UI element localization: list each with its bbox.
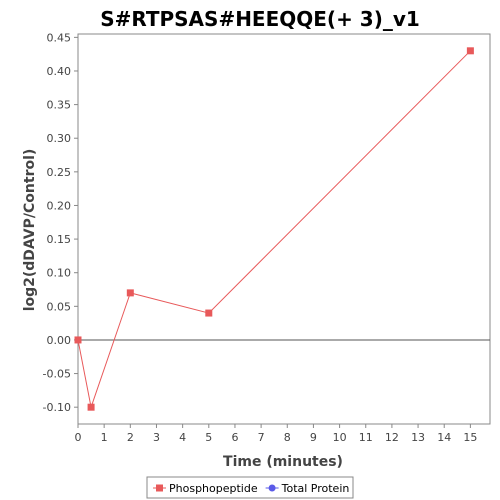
x-tick-label: 4 [179, 431, 186, 444]
data-point[interactable] [466, 47, 474, 55]
y-tick-label: 0.30 [47, 132, 72, 145]
legend-label: Total Protein [281, 482, 350, 495]
x-tick-label: 5 [205, 431, 212, 444]
y-tick-label: -0.10 [43, 401, 71, 414]
x-tick-label: 6 [231, 431, 238, 444]
y-tick-label: 0.10 [47, 267, 72, 280]
y-tick-label: 0.40 [47, 65, 72, 78]
chart-title: S#RTPSAS#HEEQQE(+ 3)_v1 [100, 7, 420, 31]
x-tick-label: 14 [437, 431, 451, 444]
x-tick-label: 7 [258, 431, 265, 444]
y-tick-label: 0.35 [47, 99, 72, 112]
legend-label: Phosphopeptide [169, 482, 258, 495]
legend-marker [268, 484, 276, 492]
x-axis-label: Time (minutes) [223, 454, 343, 470]
x-tick-label: 15 [463, 431, 477, 444]
y-tick-label: 0.45 [47, 31, 72, 44]
y-axis-label: log2(dDAVP/Control) [22, 149, 38, 312]
x-tick-label: 2 [127, 431, 134, 444]
y-tick-label: 0.20 [47, 199, 72, 212]
y-tick-label: -0.05 [43, 368, 71, 381]
x-tick-label: 8 [284, 431, 291, 444]
legend-box [146, 476, 354, 499]
legend-marker [156, 484, 163, 492]
y-tick-label: 0.05 [47, 300, 72, 313]
x-tick-label: 0 [75, 431, 82, 444]
series-layer [74, 47, 474, 411]
x-tick-label: 3 [153, 431, 160, 444]
data-point[interactable] [87, 403, 95, 411]
data-point[interactable] [74, 336, 82, 344]
x-axis: 0 1 2 3 4 5 6 7 8 9 10 11 12 13 14 15 [75, 424, 477, 444]
plot-area [77, 33, 491, 425]
x-tick-label: 12 [385, 431, 399, 444]
data-point[interactable] [205, 309, 213, 317]
legend: Phosphopeptide Total Protein [146, 476, 354, 499]
x-tick-label: 1 [101, 431, 108, 444]
y-tick-label: 0.00 [47, 334, 72, 347]
x-tick-label: 10 [333, 431, 347, 444]
x-tick-label: 11 [359, 431, 373, 444]
y-tick-label: 0.15 [47, 233, 72, 246]
x-tick-label: 13 [411, 431, 425, 444]
data-point[interactable] [126, 289, 134, 297]
x-tick-label: 9 [310, 431, 317, 444]
y-axis: -0.10 -0.05 0.00 0.05 0.10 0.15 0.20 0.25 0.30 0.… [43, 31, 78, 414]
y-tick-label: 0.25 [47, 166, 72, 179]
